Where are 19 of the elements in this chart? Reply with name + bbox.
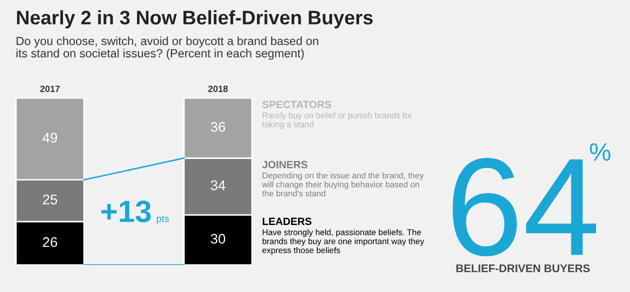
data-label: 30	[210, 234, 226, 244]
annotation: Rarely buy on belief or punish brands for taking a stand	[262, 112, 412, 129]
series-label: LEADERS	[262, 218, 312, 226]
text: BELIEF-DRIVEN BUYERS	[456, 264, 590, 272]
data-label: 26	[42, 237, 58, 248]
data-label: 49	[42, 132, 58, 143]
series-label: JOINERS	[262, 160, 308, 168]
chart-title: Nearly 2 in 3 Now Belief-Driven Buyers	[17, 10, 373, 28]
series-label: SPECTATORS	[262, 100, 332, 108]
chart-subtitle: Do you choose, switch, avoid or boycott a brand based on its stand on societal issues? (Percent in each segment)	[16, 36, 318, 60]
data-label: 36	[210, 122, 226, 132]
x-tick-label: 2017	[40, 86, 60, 92]
x-tick-label: 2018	[208, 86, 228, 92]
annotation: Have strongly held, passionate beliefs. The brands they buy are one important way they express those beliefs	[262, 229, 424, 255]
data-label: 34	[210, 180, 226, 190]
annotation: Depending on the issue and the brand, they will change their buying behavior based on the brand's stand	[262, 172, 424, 196]
annotation: +13	[101, 200, 151, 222]
annotation: pts	[156, 216, 169, 224]
data-label: 25	[42, 194, 58, 204]
